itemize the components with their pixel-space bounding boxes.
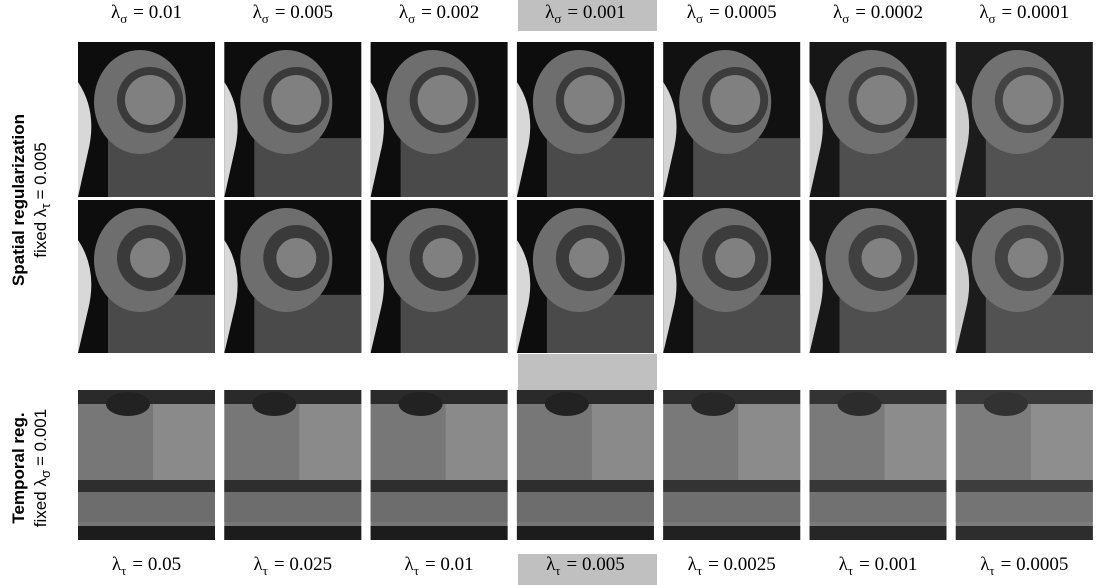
label-text: = 0.005 (275, 2, 333, 23)
image-dark (252, 392, 296, 416)
label-sub: τ (697, 563, 702, 578)
image-cavity (564, 75, 614, 125)
image-noise (956, 200, 1093, 353)
image-lower (224, 492, 361, 522)
row-label-text: = 0.001 (31, 409, 50, 466)
column-label: λτ= 0.0025 (688, 554, 776, 578)
column-label: λσ= 0.0005 (687, 2, 777, 26)
label-text: = 0.001 (567, 2, 625, 23)
image-noise (956, 42, 1093, 197)
label-sub: σ (989, 11, 996, 26)
image-bright (592, 404, 654, 484)
label-text: = 0.001 (859, 554, 917, 575)
label-sub: σ (554, 11, 561, 26)
figure: Spatial regularization fixed λτ= 0.005 T… (0, 0, 1097, 585)
row-label-text: = 0.005 (31, 142, 50, 199)
image-cavity (569, 238, 609, 278)
column-label: λτ= 0.05 (112, 554, 181, 578)
label-sub: τ (555, 563, 560, 578)
image-noise (810, 42, 947, 197)
column-label: λτ= 0.01 (405, 554, 474, 578)
image-cavity (271, 75, 321, 125)
column-label: λσ= 0.0001 (979, 2, 1069, 26)
image-cavity (130, 238, 170, 278)
image-bright (446, 404, 508, 484)
row-label-sub: σ (38, 470, 53, 478)
label-sub: σ (696, 11, 703, 26)
label-sub: τ (989, 563, 994, 578)
column-label: λσ= 0.005 (253, 2, 333, 26)
image-cavity (423, 238, 463, 278)
image-cavity (125, 75, 175, 125)
label-sub: τ (414, 563, 419, 578)
image-grid (78, 42, 1093, 540)
column-label: λτ= 0.001 (839, 554, 918, 578)
row-label: fixed λσ = 0.001 (31, 409, 53, 527)
label-text: = 0.05 (132, 554, 181, 575)
image-bright (153, 404, 215, 484)
label-sub: τ (848, 563, 853, 578)
image-dark (106, 392, 150, 416)
label-sub: τ (263, 563, 268, 578)
column-label: λσ= 0.0002 (833, 2, 923, 26)
label-sub: τ (121, 563, 126, 578)
label-text: = 0.0025 (708, 554, 776, 575)
highlight-mid (518, 354, 657, 390)
label-text: = 0.025 (274, 554, 332, 575)
image-bright (299, 404, 361, 484)
image-stripe (78, 480, 215, 492)
image-noise (663, 200, 800, 353)
row-label-base: fixed λ (31, 478, 50, 528)
image-lower (371, 492, 508, 522)
label-sub: σ (408, 11, 415, 26)
label-sub: σ (120, 11, 127, 26)
column-label: λτ= 0.0005 (980, 554, 1068, 578)
label-sub: σ (842, 11, 849, 26)
label-sub: σ (262, 11, 269, 26)
label-text: = 0.0005 (709, 2, 777, 23)
image-noise (810, 390, 947, 540)
column-label: λτ= 0.025 (253, 554, 332, 578)
label-text: = 0.0005 (1001, 554, 1069, 575)
image-stripe (517, 480, 654, 492)
image-stripe (371, 480, 508, 492)
image-cavity (418, 75, 468, 125)
image-bottom (517, 526, 654, 540)
row-label-base: fixed λ (31, 208, 50, 258)
image-cavity (276, 238, 316, 278)
label-text: = 0.005 (567, 554, 625, 575)
row-label: fixed λτ = 0.005 (31, 142, 53, 257)
image-stripe (224, 480, 361, 492)
image-bottom (371, 526, 508, 540)
image-bottom (78, 526, 215, 540)
row-title: Spatial regularization (9, 114, 28, 286)
image-noise (956, 390, 1093, 540)
image-dark (399, 392, 443, 416)
label-text: = 0.0001 (1002, 2, 1070, 23)
image-bottom (224, 526, 361, 540)
row-label-sub: τ (38, 203, 53, 209)
image-noise (810, 200, 947, 353)
image-noise (663, 390, 800, 540)
row-title: Temporal reg. (9, 412, 28, 523)
column-label: λσ= 0.002 (399, 2, 479, 26)
label-text: = 0.01 (425, 554, 474, 575)
label-text: = 0.002 (421, 2, 479, 23)
image-noise (663, 42, 800, 197)
label-text: = 0.0002 (855, 2, 923, 23)
image-lower (78, 492, 215, 522)
label-text: = 0.01 (133, 2, 182, 23)
column-label: λσ= 0.01 (111, 2, 182, 26)
image-dark (545, 392, 589, 416)
image-lower (517, 492, 654, 522)
